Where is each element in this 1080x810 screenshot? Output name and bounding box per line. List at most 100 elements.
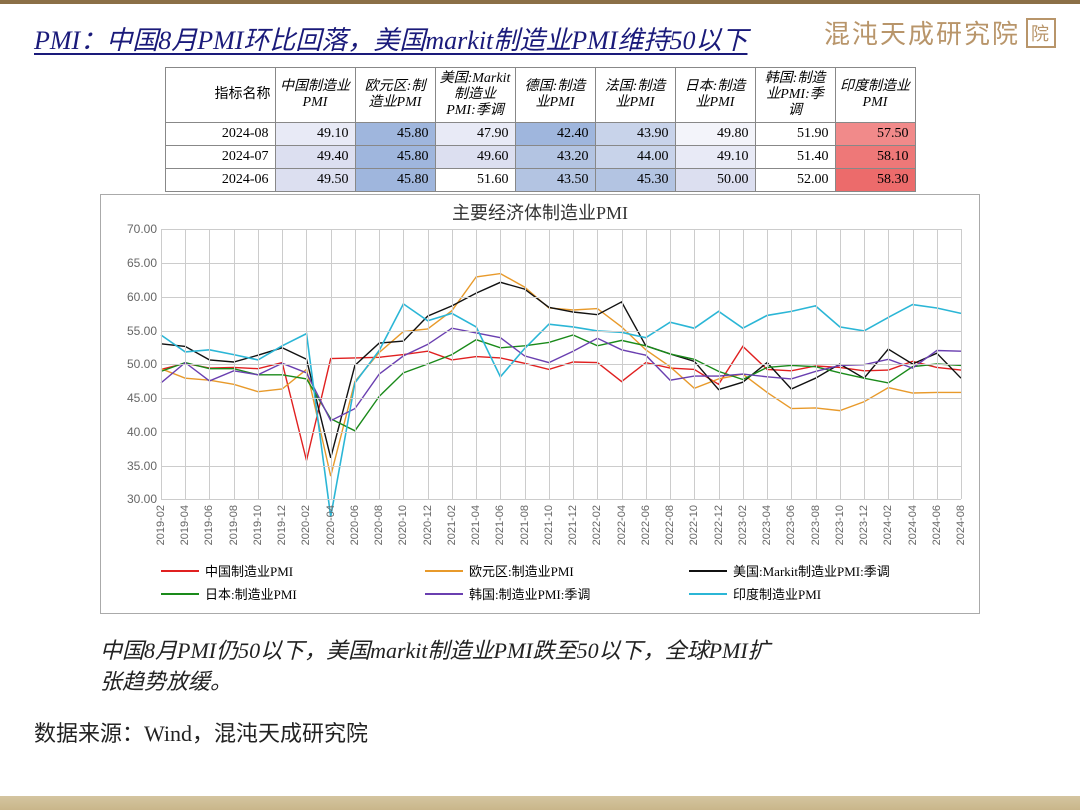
cell: 50.00 [675, 169, 755, 192]
table-col-1: 欧元区:制造业PMI [355, 68, 435, 123]
legend-swatch [689, 593, 727, 595]
brand-seal-icon: 院 [1026, 18, 1056, 48]
legend-label: 欧元区:制造业PMI [469, 561, 574, 580]
pmi-chart: 主要经济体制造业PMI 30.0035.0040.0045.0050.0055.… [100, 194, 980, 614]
cell: 43.20 [515, 146, 595, 169]
cell: 58.10 [835, 146, 915, 169]
x-tick-label: 2021-12 [567, 505, 579, 545]
legend-item: 印度制造业PMI [689, 584, 953, 603]
brand-text: 混沌天成研究院 [824, 14, 1020, 51]
cell: 52.00 [755, 169, 835, 192]
cell: 45.80 [355, 123, 435, 146]
table-col-4: 法国:制造业PMI [595, 68, 675, 123]
x-tick-label: 2023-10 [834, 505, 846, 545]
x-tick-label: 2024-04 [907, 505, 919, 545]
legend-swatch [425, 593, 463, 595]
y-tick-label: 40.00 [113, 425, 157, 439]
legend-item: 欧元区:制造业PMI [425, 561, 689, 580]
cell: 51.60 [435, 169, 515, 192]
x-tick-label: 2022-10 [688, 505, 700, 545]
x-tick-label: 2020-02 [300, 505, 312, 545]
cell: 42.40 [515, 123, 595, 146]
cell: 49.60 [435, 146, 515, 169]
table-col-6: 韩国:制造业PMI:季调 [755, 68, 835, 123]
cell: 43.90 [595, 123, 675, 146]
legend-label: 中国制造业PMI [205, 561, 293, 580]
x-tick-label: 2022-12 [713, 505, 725, 545]
x-tick-label: 2023-06 [785, 505, 797, 545]
series-line [161, 335, 961, 431]
legend-label: 印度制造业PMI [733, 584, 821, 603]
cell: 57.50 [835, 123, 915, 146]
bottom-border [0, 796, 1080, 810]
cell: 49.50 [275, 169, 355, 192]
cell: 49.40 [275, 146, 355, 169]
cell: 51.40 [755, 146, 835, 169]
y-tick-label: 50.00 [113, 357, 157, 371]
x-tick-label: 2021-04 [470, 505, 482, 545]
x-tick-label: 2023-02 [737, 505, 749, 545]
table-col-0: 中国制造业PMI [275, 68, 355, 123]
legend-swatch [161, 593, 199, 595]
legend-item: 日本:制造业PMI [161, 584, 425, 603]
x-tick-label: 2019-08 [228, 505, 240, 545]
x-tick-label: 2019-10 [252, 505, 264, 545]
legend-swatch [689, 570, 727, 572]
x-tick-label: 2020-04 [325, 505, 337, 545]
cell: 51.90 [755, 123, 835, 146]
chart-title: 主要经济体制造业PMI [101, 195, 979, 225]
table-col-3: 德国:制造业PMI [515, 68, 595, 123]
x-tick-label: 2022-08 [664, 505, 676, 545]
y-tick-label: 35.00 [113, 459, 157, 473]
table-col-7: 印度制造业PMI [835, 68, 915, 123]
cell: 45.30 [595, 169, 675, 192]
legend-item: 美国:Markit制造业PMI:季调 [689, 561, 953, 580]
table-row: 2024-0749.4045.8049.6043.2044.0049.1051.… [165, 146, 915, 169]
row-label: 2024-07 [165, 146, 275, 169]
x-tick-label: 2024-08 [955, 505, 967, 545]
x-tick-label: 2021-10 [543, 505, 555, 545]
table-col-2: 美国:Markit制造业PMI:季调 [435, 68, 515, 123]
x-tick-label: 2020-10 [397, 505, 409, 545]
cell: 45.80 [355, 169, 435, 192]
cell: 43.50 [515, 169, 595, 192]
cell: 49.80 [675, 123, 755, 146]
x-tick-label: 2020-08 [373, 505, 385, 545]
x-tick-label: 2022-06 [640, 505, 652, 545]
source-text: 数据来源：Wind，混沌天成研究院 [0, 698, 1080, 748]
content-area: 指标名称中国制造业PMI欧元区:制造业PMI美国:Markit制造业PMI:季调… [0, 63, 1080, 614]
x-tick-label: 2022-04 [616, 505, 628, 545]
x-tick-label: 2020-06 [349, 505, 361, 545]
legend-swatch [425, 570, 463, 572]
x-tick-label: 2022-02 [591, 505, 603, 545]
body-line-2: 张趋势放缓。 [100, 669, 232, 694]
cell: 47.90 [435, 123, 515, 146]
pmi-table: 指标名称中国制造业PMI欧元区:制造业PMI美国:Markit制造业PMI:季调… [165, 67, 916, 192]
y-tick-label: 30.00 [113, 492, 157, 506]
plot-area: 30.0035.0040.0045.0050.0055.0060.0065.00… [161, 229, 961, 499]
row-label: 2024-08 [165, 123, 275, 146]
y-tick-label: 45.00 [113, 391, 157, 405]
x-tick-label: 2019-12 [276, 505, 288, 545]
legend-item: 韩国:制造业PMI:季调 [425, 584, 689, 603]
cell: 45.80 [355, 146, 435, 169]
x-tick-label: 2019-04 [179, 505, 191, 545]
body-text: 中国8月PMI仍50以下，美国markit制造业PMI跌至50以下，全球PMI扩… [0, 614, 1080, 698]
x-tick-label: 2020-12 [422, 505, 434, 545]
cell: 49.10 [275, 123, 355, 146]
x-tick-label: 2024-02 [882, 505, 894, 545]
cell: 44.00 [595, 146, 675, 169]
table-row: 2024-0849.1045.8047.9042.4043.9049.8051.… [165, 123, 915, 146]
y-tick-label: 60.00 [113, 290, 157, 304]
legend-label: 韩国:制造业PMI:季调 [469, 584, 590, 603]
legend-swatch [161, 570, 199, 572]
x-tick-label: 2023-12 [858, 505, 870, 545]
y-tick-label: 55.00 [113, 324, 157, 338]
y-tick-label: 70.00 [113, 222, 157, 236]
y-tick-label: 65.00 [113, 256, 157, 270]
table-col-5: 日本:制造业PMI [675, 68, 755, 123]
x-tick-label: 2021-02 [446, 505, 458, 545]
x-tick-label: 2019-02 [155, 505, 167, 545]
x-tick-label: 2021-06 [494, 505, 506, 545]
brand-logo: 混沌天成研究院 院 [824, 14, 1056, 51]
